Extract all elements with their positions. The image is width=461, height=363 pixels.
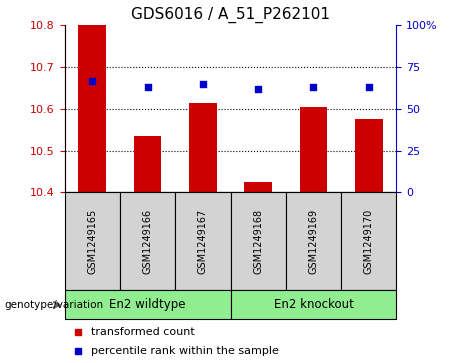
FancyBboxPatch shape bbox=[65, 290, 230, 319]
FancyBboxPatch shape bbox=[230, 290, 396, 319]
Text: GSM1249168: GSM1249168 bbox=[253, 209, 263, 274]
Title: GDS6016 / A_51_P262101: GDS6016 / A_51_P262101 bbox=[131, 7, 330, 23]
FancyBboxPatch shape bbox=[120, 192, 175, 290]
Bar bbox=[134, 136, 161, 192]
Bar bbox=[355, 119, 383, 192]
Text: GSM1249170: GSM1249170 bbox=[364, 209, 374, 274]
Bar bbox=[78, 25, 106, 192]
Text: GSM1249166: GSM1249166 bbox=[142, 209, 153, 274]
FancyBboxPatch shape bbox=[341, 192, 396, 290]
Point bbox=[254, 86, 262, 92]
Bar bbox=[244, 182, 272, 192]
FancyBboxPatch shape bbox=[230, 192, 286, 290]
FancyBboxPatch shape bbox=[65, 192, 120, 290]
FancyBboxPatch shape bbox=[286, 192, 341, 290]
Text: GSM1249167: GSM1249167 bbox=[198, 209, 208, 274]
Point bbox=[89, 78, 96, 83]
Text: GSM1249165: GSM1249165 bbox=[87, 209, 97, 274]
Point bbox=[310, 84, 317, 90]
FancyBboxPatch shape bbox=[175, 192, 230, 290]
Point bbox=[199, 81, 207, 87]
Bar bbox=[189, 103, 217, 192]
Bar bbox=[300, 107, 327, 192]
Text: En2 wildtype: En2 wildtype bbox=[109, 298, 186, 311]
Text: transformed count: transformed count bbox=[91, 327, 195, 337]
Text: GSM1249169: GSM1249169 bbox=[308, 209, 319, 274]
Point bbox=[144, 84, 151, 90]
Point bbox=[365, 84, 372, 90]
Text: percentile rank within the sample: percentile rank within the sample bbox=[91, 346, 279, 356]
Text: En2 knockout: En2 knockout bbox=[273, 298, 354, 311]
Text: genotype/variation: genotype/variation bbox=[5, 300, 104, 310]
